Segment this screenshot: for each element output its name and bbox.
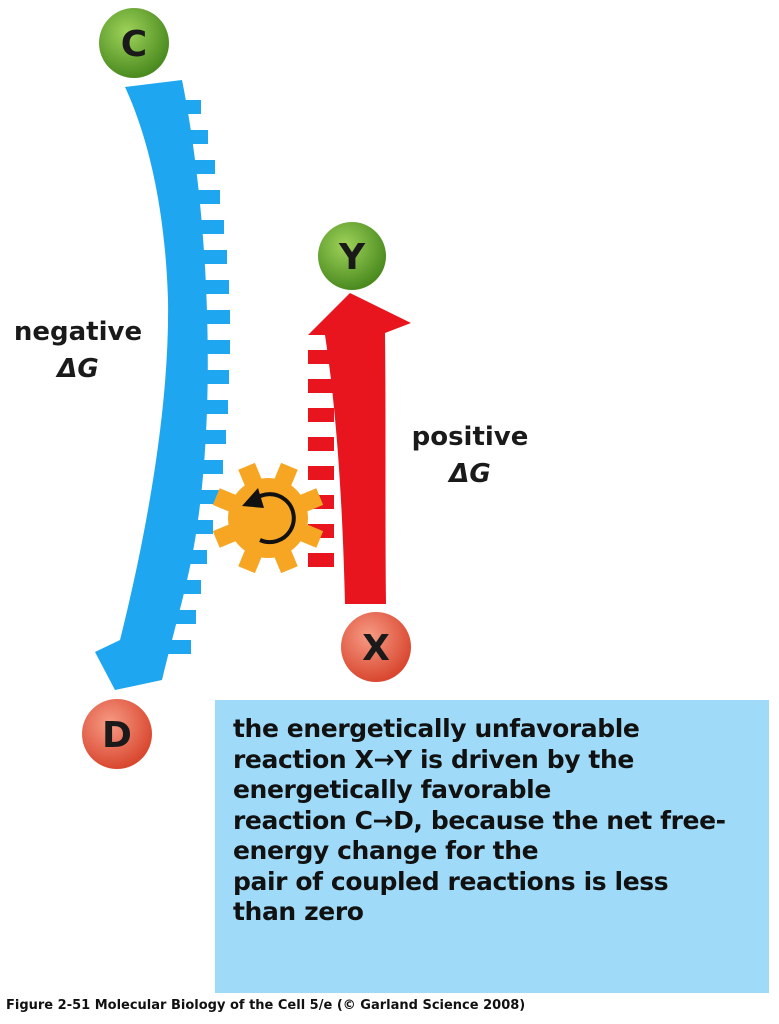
blue-arrow-tooth (177, 580, 201, 594)
red-arrow-tooth (308, 379, 334, 393)
explanation-line: reaction C→D, because the net free- (233, 805, 726, 835)
node-c: C (99, 8, 169, 78)
node-c-label: C (121, 24, 147, 65)
explanation-line: than zero (233, 897, 364, 926)
blue-arrow-tooth (203, 250, 227, 264)
red-arrow-tooth (308, 466, 334, 480)
blue-arrow-tooth (196, 190, 220, 204)
red-arrow-tooth (308, 350, 334, 364)
explanation-line: reaction X→Y is driven by the (233, 744, 634, 774)
blue-arrow-body (95, 80, 208, 690)
explanation-line: pair of coupled reactions is less (233, 866, 669, 896)
blue-arrow-tooth (199, 460, 223, 474)
rotate-arrow-icon (252, 492, 296, 545)
positive-label: positive (412, 422, 529, 452)
red-arrow-body (308, 293, 411, 604)
gear-icon (212, 462, 324, 574)
blue-arrow-tooth (195, 490, 219, 504)
blue-arrow-tooth (202, 430, 226, 444)
positive-delta-g-label: ΔG (447, 459, 490, 489)
blue-arrow-tooth (184, 130, 208, 144)
red-arrow-tooth (308, 437, 334, 451)
blue-arrow-tooth (206, 340, 230, 354)
blue-arrow-tooth (167, 640, 191, 654)
red-arrow (308, 293, 411, 604)
negative-label: negative (14, 317, 142, 347)
blue-arrow-tooth (177, 100, 201, 114)
explanation-line: the energetically unfavorable (233, 714, 640, 743)
node-d-label: D (102, 715, 132, 756)
explanation-line: energy change for the (233, 836, 539, 865)
node-y-label: Y (338, 237, 366, 278)
red-arrow-tooth (308, 553, 334, 567)
blue-arrow-tooth (200, 220, 224, 234)
blue-arrow-teeth (167, 100, 230, 654)
blue-arrow-tooth (191, 160, 215, 174)
negative-delta-g-label: ΔG (55, 354, 98, 384)
node-x: X (341, 612, 411, 682)
blue-arrow-tooth (183, 550, 207, 564)
node-y: Y (318, 222, 386, 290)
blue-arrow-tooth (172, 610, 196, 624)
figure-caption: Figure 2-51 Molecular Biology of the Cel… (6, 998, 526, 1013)
blue-arrow-tooth (204, 400, 228, 414)
blue-arrow-tooth (205, 280, 229, 294)
blue-arrow-tooth (205, 370, 229, 384)
red-arrow-tooth (308, 408, 334, 422)
node-d: D (82, 699, 152, 769)
explanation-box: the energetically unfavorable reaction X… (215, 700, 769, 993)
explanation-line: energetically favorable (233, 775, 551, 804)
blue-arrow-tooth (206, 310, 230, 324)
node-x-label: X (362, 628, 390, 669)
blue-arrow-tooth (189, 520, 213, 534)
blue-arrow (95, 80, 230, 690)
